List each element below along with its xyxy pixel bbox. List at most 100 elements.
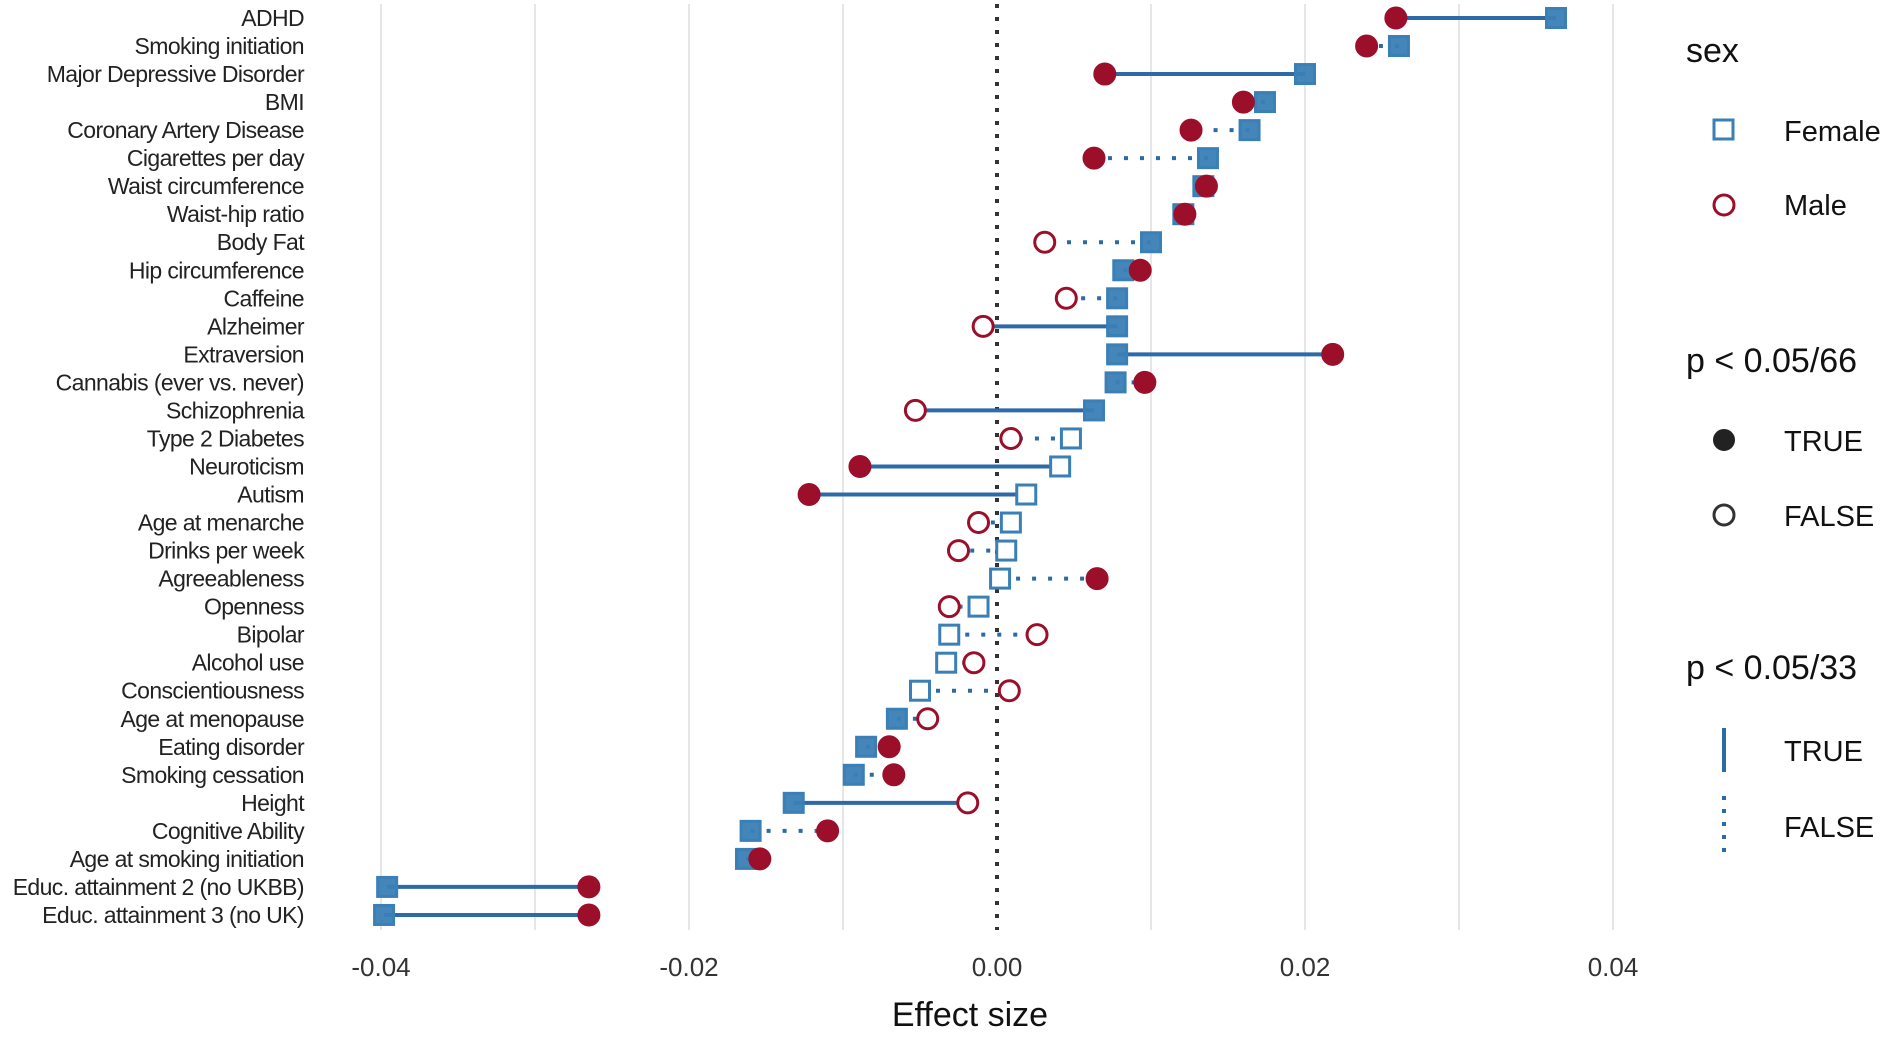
female-point [739,819,762,842]
legend-p33-true: TRUE [1784,736,1863,768]
y-label-body-fat: Body Fat [217,229,305,255]
male-point [1033,230,1057,254]
y-label-hip-circumference: Hip circumference [129,257,304,283]
y-label-educ-attainment-3-no-uk-: Educ. attainment 3 (no UK) [42,902,304,928]
legend-open-circle-icon [1712,503,1736,527]
x-axis-title: Effect size [892,996,1048,1032]
legend-female-square-icon [1712,118,1735,141]
female-point [1140,231,1162,254]
male-point [962,651,986,675]
male-point [1231,90,1255,114]
male-point [816,819,840,843]
female-point [1238,119,1261,142]
male-point [947,539,970,563]
x-tick-label: 0.00 [972,952,1023,982]
data-marks [373,6,1568,927]
male-point [1085,567,1109,591]
y-label-autism: Autism [237,482,304,508]
female-point [1104,371,1127,394]
male-point [916,707,940,731]
male-point [956,791,980,815]
y-label-cognitive-ability: Cognitive Ability [152,818,305,844]
female-point [373,903,396,926]
male-point [997,679,1021,703]
legend-title-p66: p < 0.05/66 [1686,342,1857,380]
y-label-openness: Openness [204,594,304,620]
y-label-age-at-menarche: Age at menarche [138,510,304,536]
female-point [1545,7,1568,29]
male-point [999,426,1023,450]
y-label-height: Height [241,790,305,816]
x-tick-label: -0.02 [659,952,718,982]
gridlines [380,4,1614,930]
y-label-drinks-per-week: Drinks per week [148,538,305,564]
y-label-coronary-artery-disease: Coronary Artery Disease [67,117,304,143]
female-point [1106,287,1129,310]
male-point [1128,258,1152,282]
female-point [1106,315,1129,338]
male-point [1355,34,1379,58]
female-point [1059,427,1082,450]
male-point [577,903,601,927]
y-label-educ-attainment-2-no-ukbb-: Educ. attainment 2 (no UKBB) [13,874,304,900]
male-point [1054,286,1078,310]
y-label-conscientiousness: Conscientiousness [121,678,304,704]
y-label-alzheimer: Alzheimer [207,313,305,339]
y-label-schizophrenia: Schizophrenia [166,397,305,423]
legend-title-sex: sex [1686,32,1739,70]
male-point [1173,202,1197,226]
male-point [877,735,901,759]
legend-female-label: Female [1784,116,1881,148]
male-point [1194,174,1218,198]
female-point [1049,455,1072,478]
y-label-smoking-initiation: Smoking initiation [135,33,304,59]
x-tick-label: 0.02 [1280,952,1331,982]
female-point [1387,35,1410,58]
male-point [903,398,927,422]
legend: sex Female Male p < 0.05/66 TRUE FALSE p… [1686,32,1881,856]
y-label-waist-hip-ratio: Waist-hip ratio [167,201,304,227]
y-label-age-at-menopause: Age at menopause [121,706,305,732]
female-point [376,875,399,898]
y-label-adhd: ADHD [241,5,304,31]
x-tick-label: -0.04 [351,952,410,982]
y-label-eating-disorder: Eating disorder [158,734,305,760]
male-point [1082,146,1106,170]
y-label-major-depressive-disorder: Major Depressive Disorder [47,61,305,87]
female-point [842,763,865,786]
female-point [1253,91,1276,114]
x-axis-ticks: -0.04 -0.02 0.00 0.02 0.04 [351,952,1638,982]
female-point [885,707,908,730]
y-label-smoking-cessation: Smoking cessation [121,762,304,788]
y-label-type-2-diabetes: Type 2 Diabetes [147,425,304,451]
y-label-agreeableness: Agreeableness [158,566,304,592]
y-label-age-at-smoking-initiation: Age at smoking initiation [70,846,304,872]
female-point [1106,343,1129,366]
female-point [935,651,958,674]
legend-title-p33: p < 0.05/33 [1686,649,1857,687]
female-point [855,735,878,758]
female-point [1083,399,1106,422]
female-point [999,511,1022,534]
legend-p66-false: FALSE [1784,501,1874,533]
male-point [1179,118,1203,142]
male-point [937,595,961,619]
female-point [782,791,805,814]
y-label-waist-circumference: Waist circumference [108,173,304,199]
male-point [967,511,991,535]
y-label-caffeine: Caffeine [224,285,304,311]
male-point [1384,6,1408,30]
x-tick-label: 0.04 [1588,952,1639,982]
y-label-alcohol-use: Alcohol use [192,650,304,676]
female-point [909,679,931,702]
female-point [1294,63,1316,86]
legend-p33-false: FALSE [1784,812,1874,844]
male-point [797,483,821,507]
male-point [1133,370,1157,394]
y-label-bipolar: Bipolar [237,622,305,648]
male-point [882,763,906,787]
male-point [577,875,601,899]
legend-male-label: Male [1784,190,1847,222]
